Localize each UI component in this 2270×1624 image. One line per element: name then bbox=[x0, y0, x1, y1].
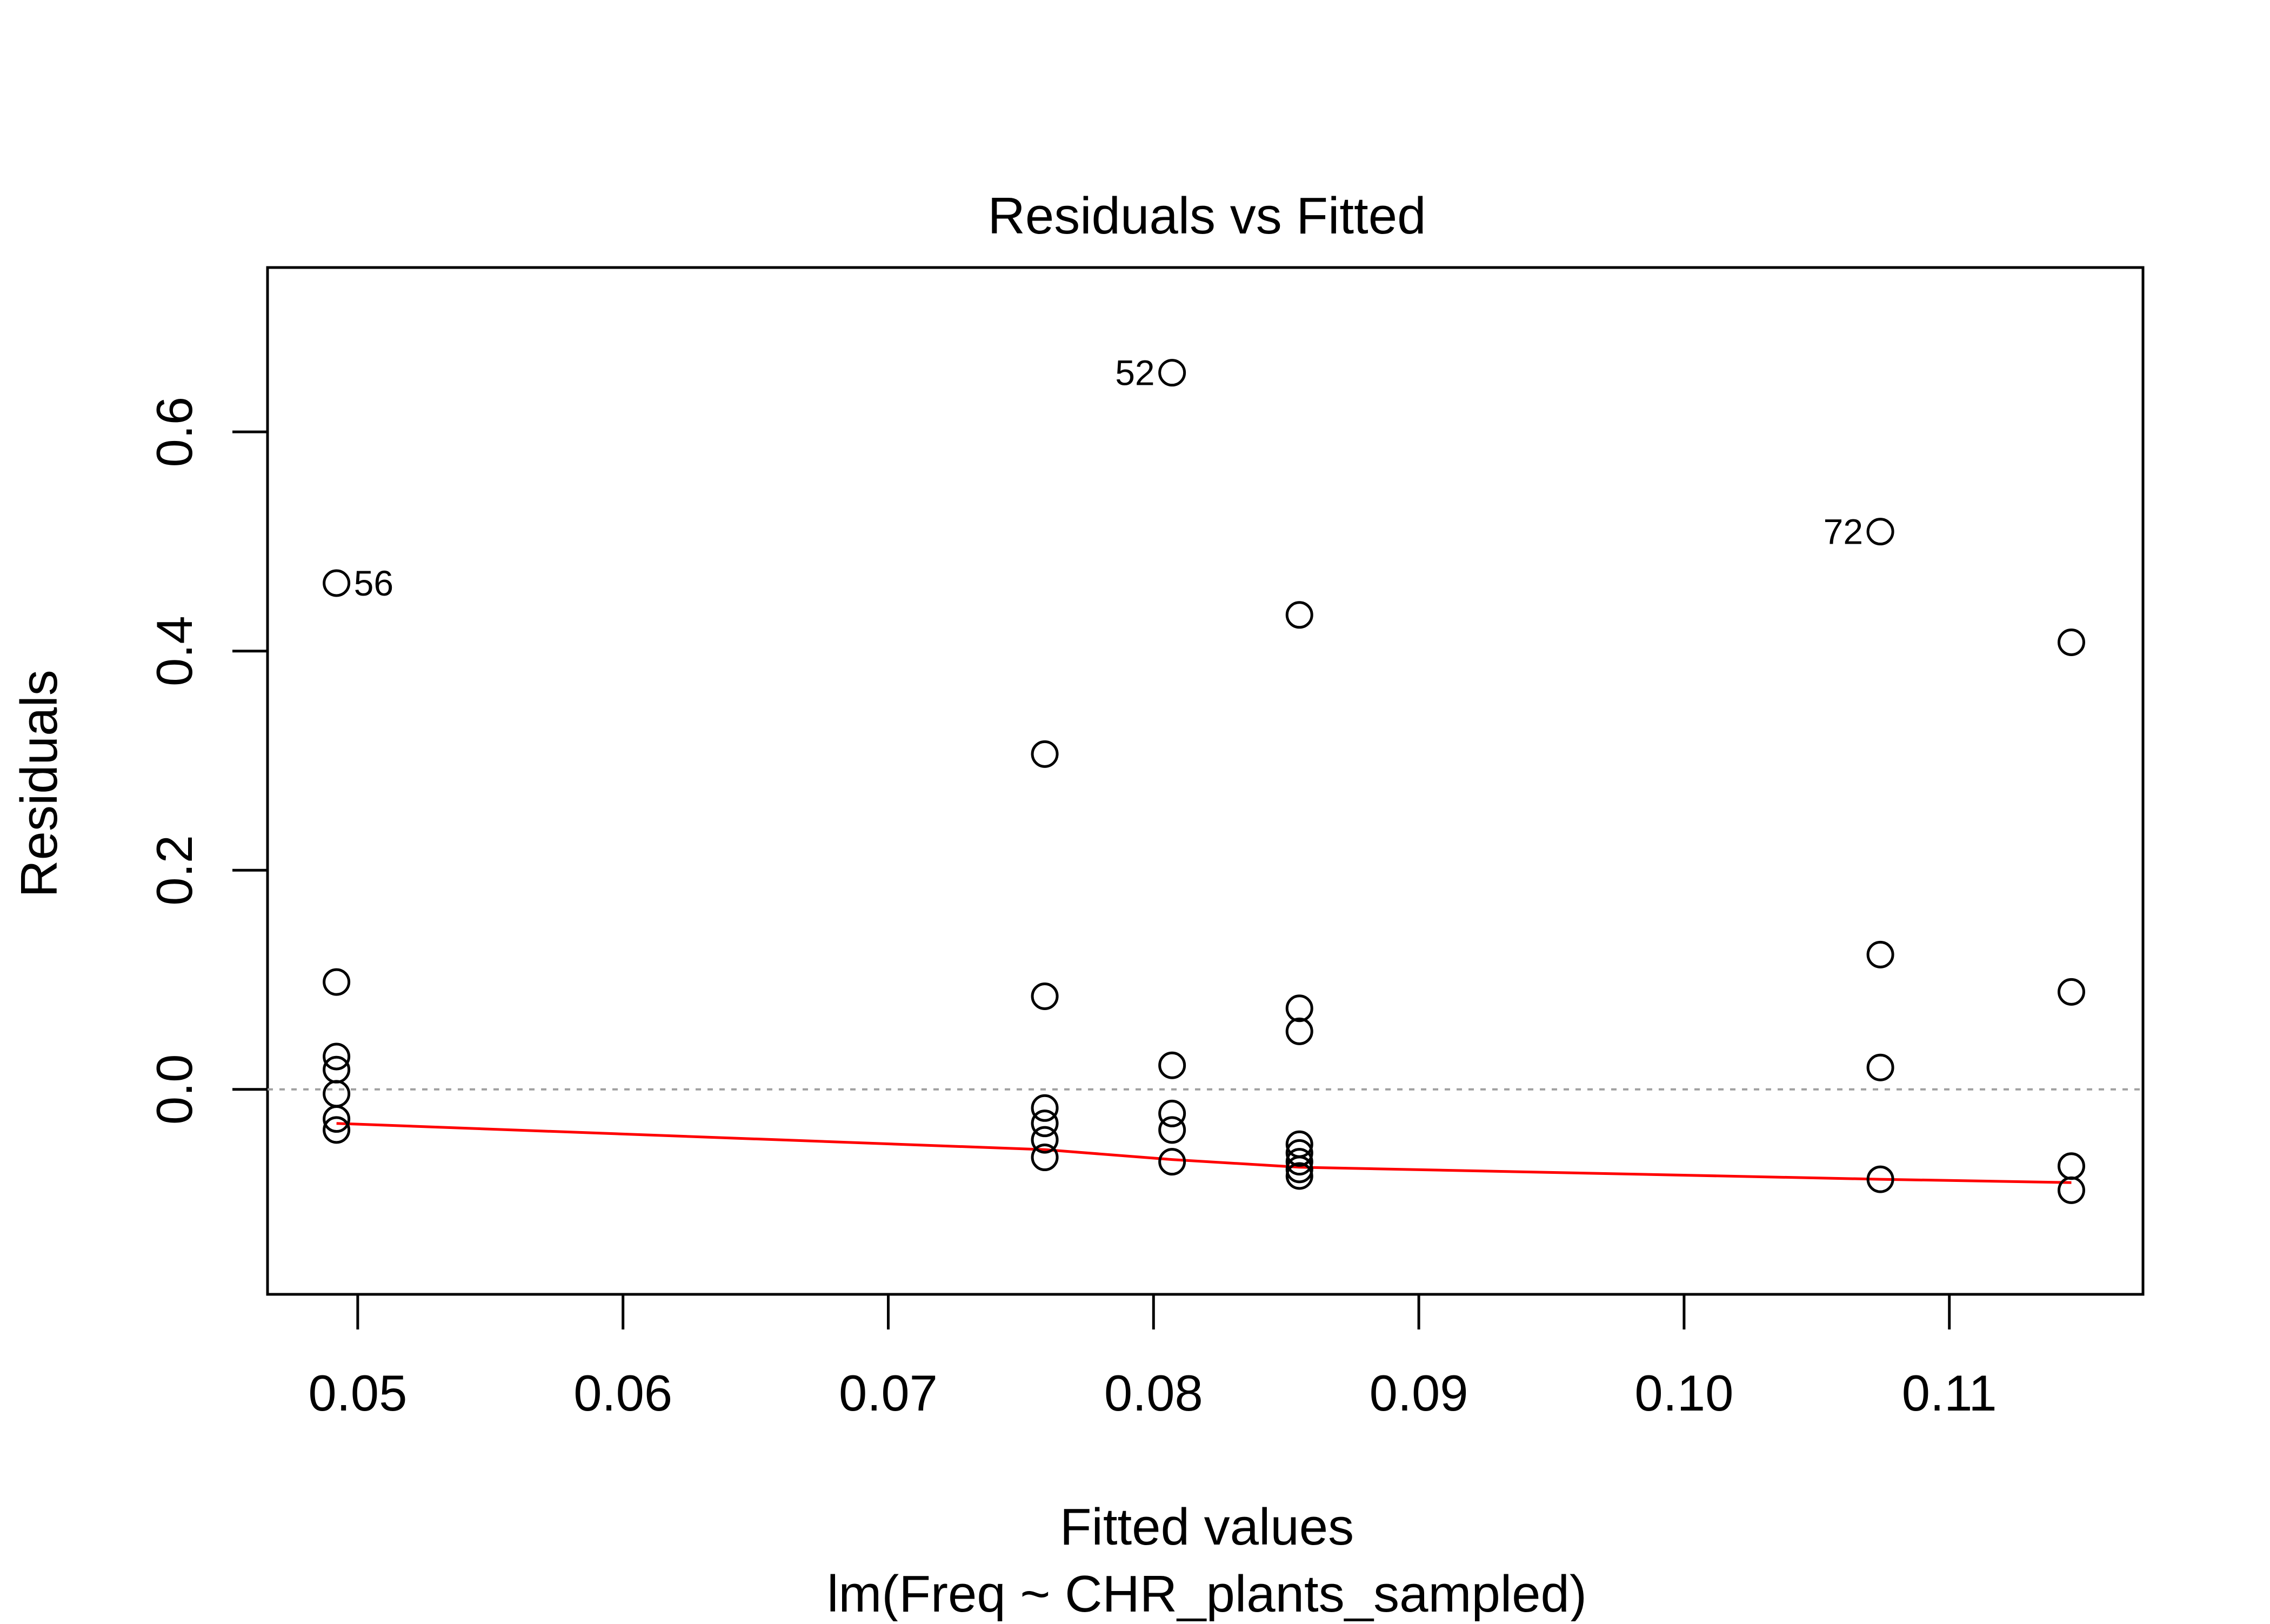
x-axis-subtitle: lm(Freq ~ CHR_plants_sampled) bbox=[827, 1565, 1587, 1621]
x-axis-title: Fitted values bbox=[1060, 1498, 1354, 1556]
data-point bbox=[323, 968, 351, 996]
plot-frame bbox=[266, 266, 2145, 1296]
data-point bbox=[1158, 1148, 1186, 1176]
data-point bbox=[323, 1105, 351, 1133]
data-point bbox=[1285, 994, 1313, 1022]
data-point bbox=[1031, 1110, 1059, 1138]
data-point bbox=[1285, 601, 1313, 629]
data-point bbox=[1285, 1155, 1313, 1184]
data-point bbox=[2057, 1176, 2085, 1204]
data-point bbox=[1285, 1017, 1313, 1045]
point-label: 56 bbox=[354, 563, 393, 603]
data-point bbox=[2057, 628, 2085, 656]
data-point bbox=[1866, 940, 1894, 968]
data-point bbox=[1285, 1148, 1313, 1176]
data-point bbox=[1866, 1053, 1894, 1081]
x-tick-label: 0.07 bbox=[839, 1365, 938, 1421]
data-point bbox=[1031, 1094, 1059, 1122]
x-tick-label: 0.09 bbox=[1370, 1365, 1468, 1421]
data-point bbox=[1031, 740, 1059, 768]
data-point bbox=[323, 1116, 351, 1144]
point-label: 72 bbox=[1824, 512, 1863, 552]
data-point bbox=[323, 569, 351, 597]
data-point bbox=[1866, 1165, 1894, 1193]
data-point bbox=[323, 1042, 351, 1071]
y-tick-label: 0.4 bbox=[146, 616, 203, 686]
point-label: 52 bbox=[1115, 353, 1154, 393]
x-tick-label: 0.10 bbox=[1634, 1365, 1733, 1421]
data-point bbox=[2057, 978, 2085, 1006]
data-point bbox=[1031, 982, 1059, 1010]
data-point bbox=[1158, 1116, 1186, 1144]
data-point bbox=[1158, 359, 1186, 387]
plot-area: 0.05 0.06 0.07 0.08 0.09 0.10 0.11 0.0 0.2 0.4 0.6… bbox=[146, 266, 2145, 1421]
y-tick-label: 0.0 bbox=[146, 1054, 203, 1125]
x-tick-label: 0.08 bbox=[1104, 1365, 1203, 1421]
y-tick-label: 0.2 bbox=[146, 835, 203, 906]
data-point bbox=[1285, 1162, 1313, 1190]
smoother-line bbox=[336, 1122, 2072, 1184]
data-point bbox=[1031, 1126, 1059, 1154]
x-tick-label: 0.06 bbox=[573, 1365, 672, 1421]
y-tick-label: 0.6 bbox=[146, 397, 203, 467]
chart-title: Residuals vs Fitted bbox=[988, 187, 1426, 245]
data-point bbox=[323, 1080, 351, 1108]
data-point bbox=[1158, 1051, 1186, 1079]
data-point bbox=[1031, 1144, 1059, 1172]
data-point bbox=[1285, 1139, 1313, 1167]
data-point bbox=[2057, 1152, 2085, 1180]
data-point bbox=[1866, 518, 1894, 546]
x-tick-label: 0.11 bbox=[1902, 1365, 1997, 1421]
data-point bbox=[1158, 1099, 1186, 1127]
x-tick-label: 0.05 bbox=[308, 1365, 407, 1421]
y-axis-title: Residuals bbox=[10, 670, 68, 898]
